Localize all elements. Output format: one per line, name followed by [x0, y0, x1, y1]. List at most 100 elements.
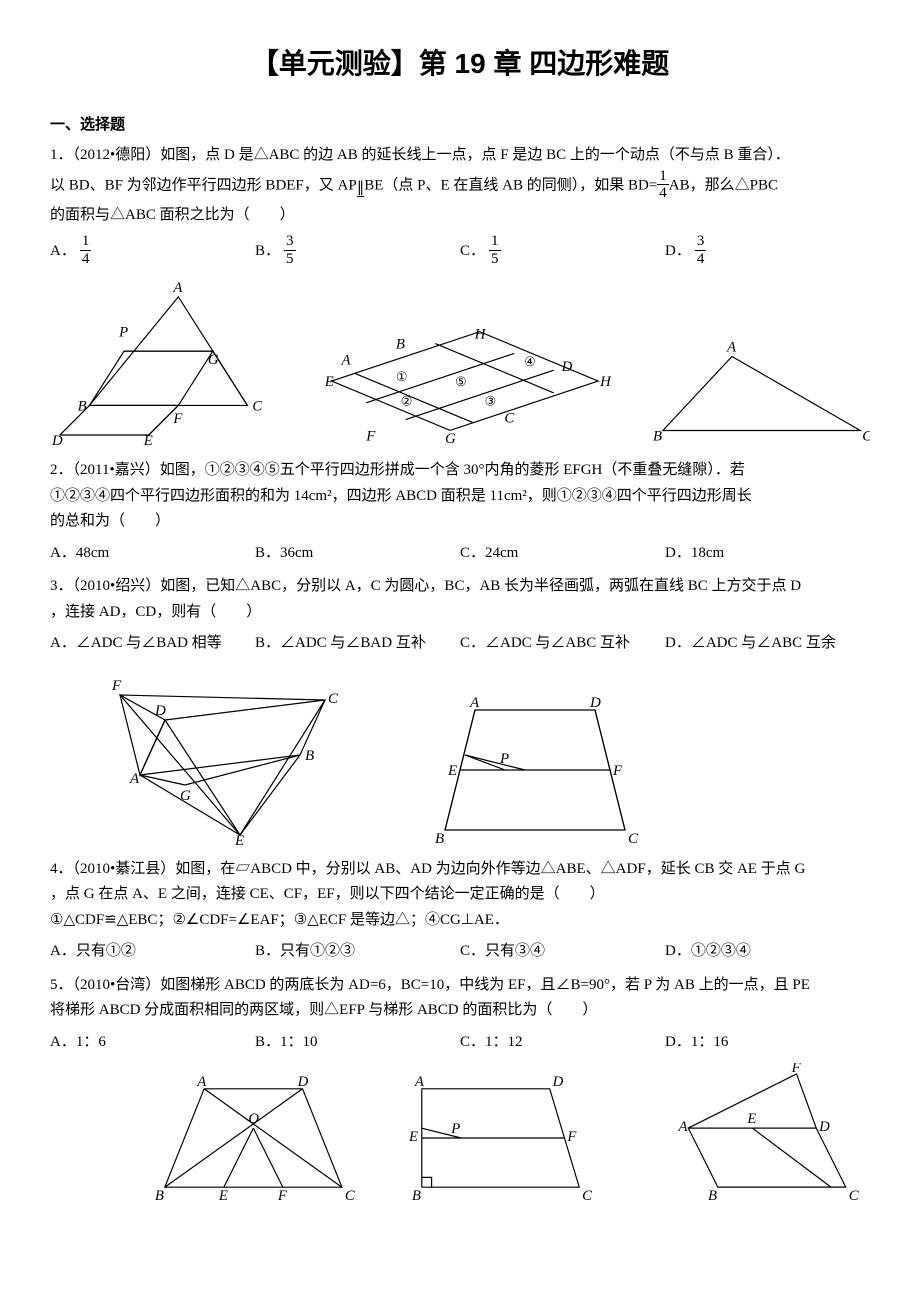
q1-line2: 以 BD、BF 为邻边作平行四边形 BDEF，又 AP∥BE（点 P、E 在直线… — [50, 169, 870, 203]
figure-q5-trapezoid: A D E F P B C — [430, 695, 640, 845]
svg-text:C: C — [252, 398, 262, 414]
svg-text:D: D — [589, 695, 601, 711]
fraction: 14 — [657, 168, 669, 202]
question-2: 2．（2011•嘉兴）如图，①②③④⑤五个平行四边形拼成一个含 30°内角的菱形… — [50, 458, 870, 566]
svg-text:D: D — [154, 703, 166, 719]
denominator: 5 — [284, 251, 296, 268]
question-4: 4．（2010•綦江县）如图，在▱ABCD 中，分别以 AB、AD 为边向外作等… — [50, 857, 870, 965]
svg-text:E: E — [234, 833, 244, 845]
numerator: 1 — [489, 233, 501, 251]
denominator: 4 — [657, 185, 669, 202]
q4-line3: ①△CDF≌△EBC；②∠CDF=∠EAF；③△ECF 是等边△；④CG⊥AE． — [50, 908, 870, 934]
question-3: 3．（2010•绍兴）如图，已知△ABC，分别以 A，C 为圆心，BC，AB 长… — [50, 574, 870, 657]
parallel-equal-symbol: ∥ — [357, 182, 365, 197]
q4-line1: 4．（2010•綦江县）如图，在▱ABCD 中，分别以 AB、AD 为边向外作等… — [50, 857, 870, 883]
svg-text:E: E — [408, 1129, 418, 1145]
page-title: 【单元测验】第 19 章 四边形难题 — [50, 40, 870, 88]
svg-text:D: D — [551, 1074, 563, 1090]
q5-line2: 将梯形 ABCD 分成面积相同的两区域，则△EFP 与梯形 ABCD 的面积比为… — [50, 998, 870, 1024]
numerator: 1 — [80, 233, 92, 251]
q4-option-b: B．只有①②③ — [255, 939, 460, 965]
figure-q3: A B C — [653, 336, 870, 446]
q4-line2: ，点 G 在点 A、E 之间，连接 CE、CF，EF，则以下四个结论一定正确的是… — [50, 882, 870, 908]
svg-text:C: C — [504, 411, 514, 427]
numerator: 1 — [657, 168, 669, 186]
q3-options: A．∠ADC 与∠BAD 相等 B．∠ADC 与∠BAD 互补 C．∠ADC 与… — [50, 631, 870, 657]
svg-text:P: P — [499, 751, 509, 767]
q3-line2: ，连接 AD，CD，则有（ ） — [50, 600, 870, 626]
q5-line1: 5．（2010•台湾）如图梯形 ABCD 的两底长为 AD=6，BC=10，中线… — [50, 973, 870, 999]
q1-text: AB，那么△PBC — [669, 177, 778, 193]
q3-option-c: C．∠ADC 与∠ABC 互补 — [460, 631, 665, 657]
q1-line1: 1．（2012•德阳）如图，点 D 是△ABC 的边 AB 的延长线上一点，点 … — [50, 143, 870, 169]
svg-text:⑤: ⑤ — [455, 375, 467, 389]
q1-text: BE（点 P、E 在直线 AB 的同侧），如果 BD= — [364, 177, 657, 193]
q1-option-a: A．14 — [50, 234, 255, 268]
q5-option-c: C．1：12 — [460, 1030, 665, 1056]
svg-text:B: B — [155, 1188, 164, 1203]
svg-text:F: F — [566, 1129, 577, 1145]
q2-line2: ①②③④四个平行四边形面积的和为 14cm²，四边形 ABCD 面积是 11cm… — [50, 484, 870, 510]
figure-bottom-1: A D O B E F C — [150, 1073, 357, 1203]
svg-text:④: ④ — [524, 355, 536, 369]
figure-bottom-3: F A E D B C — [644, 1063, 870, 1203]
svg-text:C: C — [328, 691, 339, 707]
q5-option-a: A．1：6 — [50, 1030, 255, 1056]
q4-option-d: D．①②③④ — [665, 939, 870, 965]
svg-text:D: D — [818, 1119, 830, 1135]
q2-options: A．48cm B．36cm C．24cm D．18cm — [50, 541, 870, 567]
opt-label: B． — [255, 243, 280, 259]
q1-line3: 的面积与△ABC 面积之比为（ ） — [50, 203, 870, 229]
q2-option-b: B．36cm — [255, 541, 460, 567]
svg-text:F: F — [365, 428, 376, 444]
fraction: 34 — [695, 233, 707, 267]
svg-text:G: G — [445, 431, 456, 446]
svg-text:P: P — [118, 324, 128, 340]
denominator: 5 — [489, 251, 501, 268]
figure-row-3: A D O B E F C A D E F P B C — [150, 1063, 870, 1203]
q3-option-b: B．∠ADC 与∠BAD 互补 — [255, 631, 460, 657]
svg-text:H: H — [599, 374, 612, 390]
svg-text:A: A — [726, 340, 737, 356]
svg-text:E: E — [746, 1111, 756, 1127]
svg-text:D: D — [561, 359, 573, 375]
svg-text:H: H — [474, 327, 487, 343]
q1-option-c: C．15 — [460, 234, 665, 268]
svg-text:A: A — [469, 695, 480, 711]
svg-text:B: B — [708, 1188, 717, 1203]
svg-text:③: ③ — [485, 395, 497, 409]
q4-options: A．只有①② B．只有①②③ C．只有③④ D．①②③④ — [50, 939, 870, 965]
svg-text:①: ① — [396, 370, 408, 384]
question-5: 5．（2010•台湾）如图梯形 ABCD 的两底长为 AD=6，BC=10，中线… — [50, 973, 870, 1056]
opt-label: C． — [460, 243, 485, 259]
svg-text:F: F — [612, 763, 623, 779]
q4-option-a: A．只有①② — [50, 939, 255, 965]
svg-text:B: B — [78, 398, 87, 414]
svg-text:C: C — [862, 428, 870, 444]
svg-text:A: A — [414, 1074, 425, 1090]
svg-text:B: B — [653, 428, 662, 444]
svg-text:B: B — [396, 337, 405, 353]
svg-text:F: F — [172, 411, 183, 427]
svg-text:C: C — [345, 1188, 355, 1203]
q1-options: A．14 B．35 C．15 D．34 — [50, 234, 870, 268]
svg-text:B: B — [412, 1188, 421, 1203]
q4-option-c: C．只有③④ — [460, 939, 665, 965]
q3-option-d: D．∠ADC 与∠ABC 互余 — [665, 631, 870, 657]
q1-option-b: B．35 — [255, 234, 460, 268]
denominator: 4 — [695, 251, 707, 268]
svg-text:A: A — [341, 352, 352, 368]
svg-text:E: E — [324, 374, 334, 390]
figure-q2: E A H D G F C B ① ② ③ ④ ⑤ H — [307, 326, 623, 446]
q2-option-d: D．18cm — [665, 541, 870, 567]
figure-q1: A P G B C F D E — [50, 276, 277, 446]
svg-text:A: A — [196, 1074, 207, 1090]
svg-text:E: E — [218, 1188, 228, 1203]
svg-text:A: A — [129, 771, 140, 787]
svg-text:C: C — [628, 831, 639, 845]
numerator: 3 — [695, 233, 707, 251]
svg-text:E: E — [143, 433, 153, 446]
svg-text:C: C — [848, 1188, 858, 1203]
figure-q4: F D C A B G E — [110, 665, 350, 845]
fraction: 14 — [80, 233, 92, 267]
